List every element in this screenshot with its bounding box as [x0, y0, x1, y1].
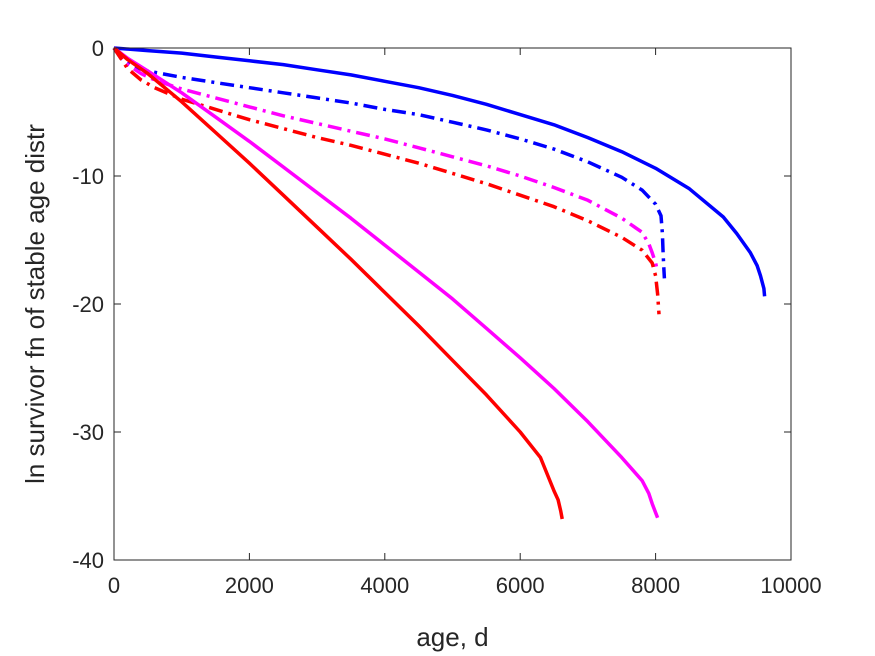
ticks	[113, 47, 792, 561]
y-tick-label: -30	[72, 420, 104, 445]
series-line-blue-solid	[113, 46, 767, 297]
y-tick-label: -10	[72, 164, 104, 189]
series-line-blue-dashdot	[112, 47, 667, 279]
y-axis-label: ln survivor fn of stable age distr	[20, 124, 50, 484]
y-tick-label: -40	[72, 548, 104, 573]
series-line-red-dashdot	[112, 47, 661, 315]
x-tick-label: 10000	[760, 573, 821, 598]
x-tick-label: 4000	[360, 573, 409, 598]
x-axis-label: age, d	[416, 622, 488, 652]
x-tick-label: 2000	[225, 573, 274, 598]
series-line-red-solid	[112, 46, 564, 520]
x-tick-label: 6000	[496, 573, 545, 598]
x-tick-label: 8000	[631, 573, 680, 598]
y-tick-label: -20	[72, 292, 104, 317]
y-tick-label: 0	[92, 36, 104, 61]
plot-lines	[112, 46, 767, 520]
x-tick-label: 0	[108, 573, 120, 598]
tick-labels: 0 2000 4000 6000 8000 10000 0 -10 -20 -30 -40	[72, 36, 821, 598]
series-line-magenta-solid	[112, 46, 660, 519]
